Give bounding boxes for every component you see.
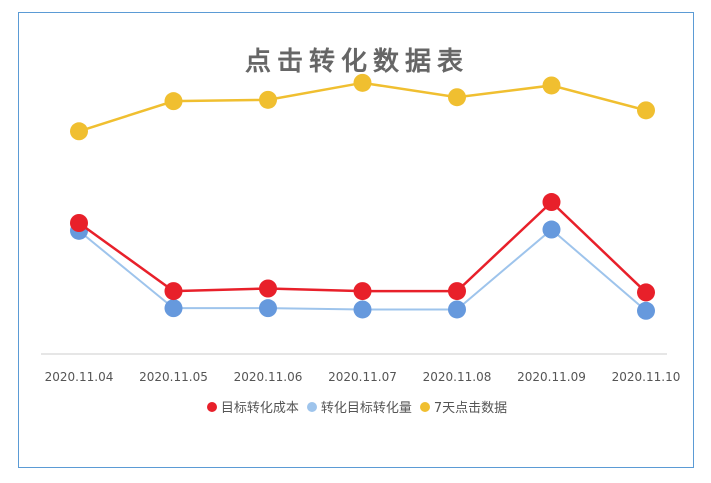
legend-marker-icon [306, 401, 317, 412]
chart-legend: 目标转化成本 转化目标转化量 7天点击数据 [19, 397, 695, 416]
legend-item: 转化目标转化量 [306, 397, 412, 416]
legend-label: 目标转化成本 [220, 401, 299, 416]
data-point [353, 73, 372, 92]
data-point [637, 283, 655, 302]
data-point [448, 282, 466, 301]
x-tick-label: 2020.11.09 [517, 370, 586, 384]
data-point [164, 282, 183, 301]
data-point [448, 300, 466, 319]
data-point [542, 220, 561, 239]
x-tick-label: 2020.11.08 [423, 370, 492, 384]
chart-title: 点击转化数据表 [244, 47, 469, 77]
x-tick-label: 2020.11.10 [612, 370, 681, 384]
data-point [70, 122, 88, 141]
data-point [259, 279, 277, 298]
legend-item: 目标转化成本 [206, 397, 299, 416]
x-tick-label: 2020.11.05 [139, 370, 208, 384]
legend-label: 7天点击数据 [433, 401, 508, 416]
legend-marker-icon [206, 401, 217, 412]
data-point [637, 101, 655, 120]
data-point [164, 299, 183, 318]
data-point [353, 300, 372, 319]
line-chart: 2020.11.04 2020.11.05 2020.11.06 2020.11.07… [41, 73, 681, 384]
data-point [542, 76, 561, 95]
chart-frame: 点击转化数据表 2020.11.04 2020.11.05 2020.11.06 20… [18, 12, 694, 468]
legend-marker-icon [419, 401, 430, 412]
x-tick-label: 2020.11.06 [234, 370, 303, 384]
legend-item: 7天点击数据 [419, 397, 508, 416]
data-point [259, 299, 277, 318]
x-tick-label: 2020.11.07 [328, 370, 397, 384]
data-point [164, 92, 183, 111]
data-point [353, 282, 372, 301]
series-line [78, 200, 647, 294]
legend-label: 转化目标转化量 [320, 401, 412, 416]
data-point [259, 90, 277, 109]
data-point [542, 193, 561, 212]
data-point [70, 214, 88, 232]
x-tick-label: 2020.11.04 [45, 370, 114, 384]
data-point [637, 301, 655, 320]
data-point [448, 88, 466, 107]
